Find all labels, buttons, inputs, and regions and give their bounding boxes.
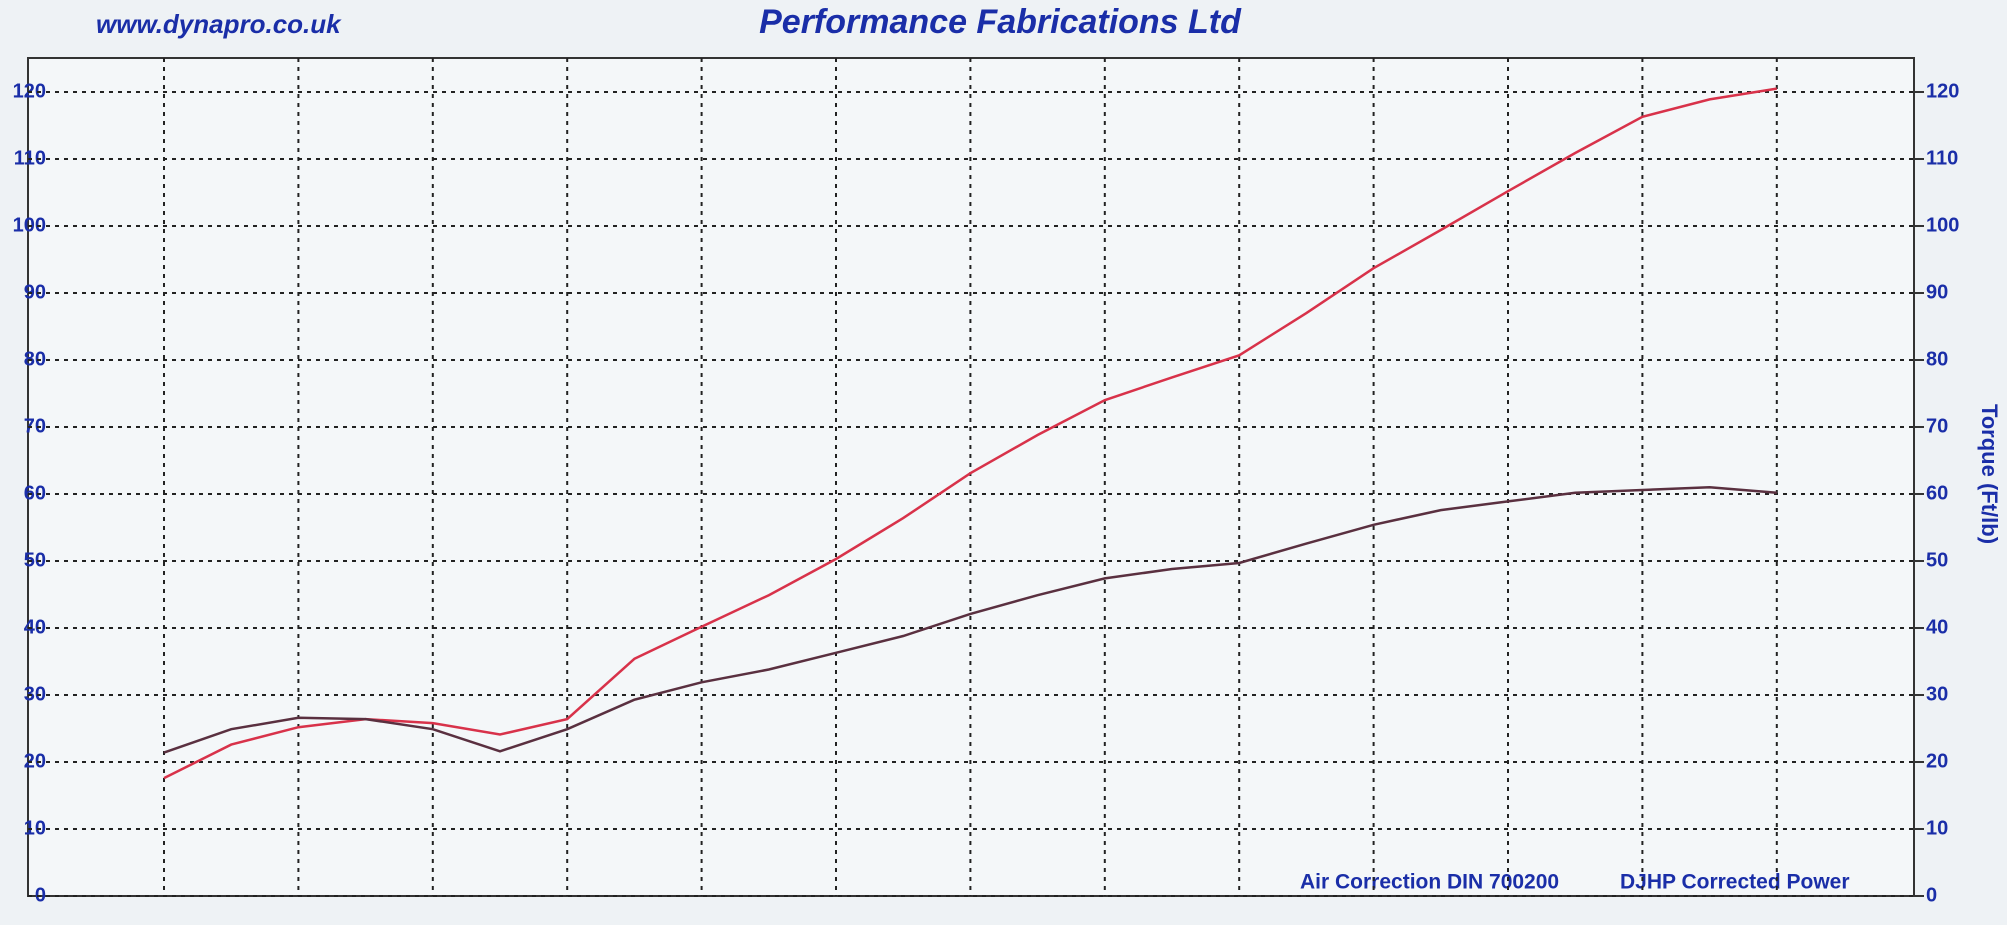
y2-tick-label: 40	[1926, 616, 1948, 638]
plot-area	[27, 57, 1915, 897]
y2-tick-label: 120	[1926, 80, 1959, 102]
y-tick-label: 40	[24, 616, 46, 638]
y-tick-label: 80	[24, 348, 46, 370]
y-tick-label: 70	[24, 415, 46, 437]
y-tick-label: 50	[24, 549, 46, 571]
website: www.dynapro.co.uk	[96, 9, 342, 39]
annotation: Air Correction DIN 700200	[1300, 871, 1559, 894]
y-tick-label: 20	[24, 750, 46, 772]
data-line	[163, 486, 1777, 754]
y-tick-label: 10	[24, 817, 46, 839]
y2-tick-label: 70	[1926, 415, 1948, 437]
y2-tick-label: 100	[1926, 214, 1959, 236]
y2-axis-label: Torque (Ft/lb)	[1977, 404, 2002, 544]
data-line	[163, 87, 1777, 780]
y-tick-label: 60	[24, 482, 46, 504]
y2-tick-label: 110	[1926, 147, 1958, 169]
y2-tick-label: 20	[1926, 750, 1948, 772]
y-tick-label: 90	[24, 281, 46, 303]
chart-title: Performance Fabrications Ltd	[759, 3, 1242, 41]
y2-tick-label: 10	[1926, 817, 1948, 839]
y2-tick-label: 90	[1926, 281, 1948, 303]
annotation: DJHP Corrected Power	[1620, 871, 1850, 894]
y2-tick-label: 60	[1926, 482, 1948, 504]
y2-tick-label: 50	[1926, 549, 1948, 571]
y2-tick-label: 30	[1926, 683, 1948, 705]
y2-tick-label: 80	[1926, 348, 1948, 370]
y-tick-label: 30	[24, 683, 46, 705]
y2-tick-label: 0	[1926, 884, 1937, 906]
